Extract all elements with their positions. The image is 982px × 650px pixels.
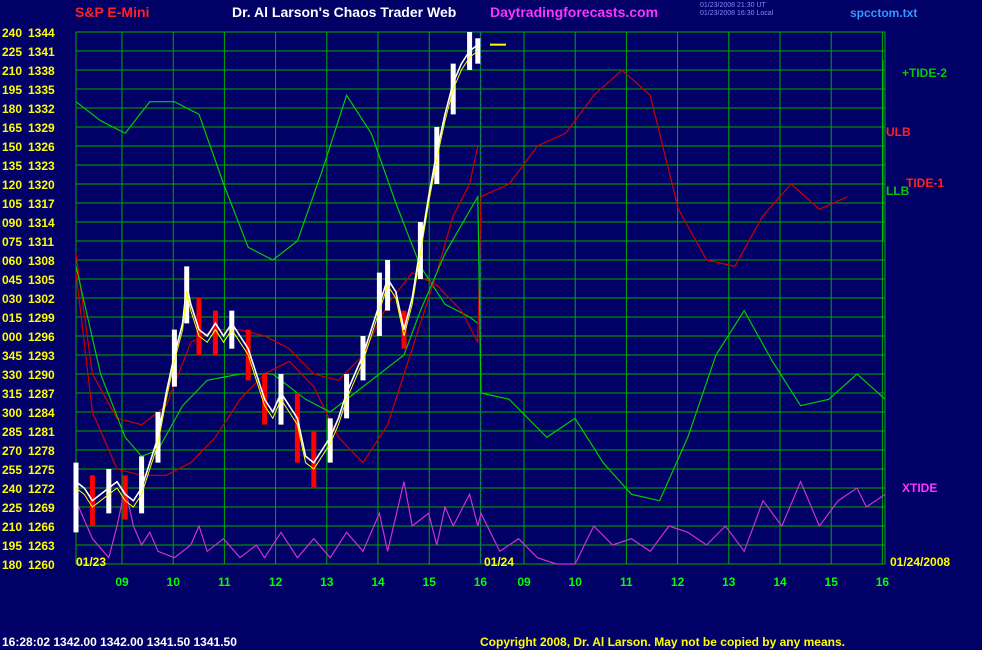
series-ulb-line <box>75 69 848 426</box>
y-price-label: 1299 <box>28 311 55 325</box>
y-left-label: 210 <box>2 520 22 534</box>
y-price-label: 1287 <box>28 387 55 401</box>
y-left-label: 180 <box>2 102 22 116</box>
y-price-label: 1335 <box>28 83 55 97</box>
y-price-label: 1320 <box>28 178 55 192</box>
series-tide1-line <box>75 145 479 476</box>
last-quote: 16:28:02 1342.00 1342.00 1341.50 1341.50 <box>2 635 237 649</box>
price-close-line <box>75 44 479 502</box>
hour-tick-label: 14 <box>371 575 385 589</box>
label-xtide: XTIDE <box>902 481 937 495</box>
y-left-label: 165 <box>2 121 22 135</box>
y-price-label: 1272 <box>28 482 55 496</box>
y-left-label: 195 <box>2 83 22 97</box>
hour-tick-label: 11 <box>620 575 633 589</box>
timestamp-ut: 01/23/2008 21:30 UT <box>700 2 766 9</box>
site-link[interactable]: Daytradingforecasts.com <box>490 4 659 20</box>
y-left-label: 345 <box>2 349 22 363</box>
y-price-label: 1266 <box>28 520 55 534</box>
y-left-label: 135 <box>2 159 22 173</box>
y-price-label: 1305 <box>28 273 55 287</box>
y-price-label: 1263 <box>28 539 55 553</box>
y-left-label: 075 <box>2 235 22 249</box>
chart-symbol: S&P E-Mini <box>75 4 150 20</box>
y-left-label: 195 <box>2 539 22 553</box>
y-left-label: 150 <box>2 140 22 154</box>
label-tide1: TIDE-1 <box>906 176 944 190</box>
y-price-label: 1293 <box>28 349 55 363</box>
copyright: Copyright 2008, Dr. Al Larson. May not b… <box>480 635 845 649</box>
y-price-label: 1296 <box>28 330 55 344</box>
y-left-label: 240 <box>2 482 22 496</box>
y-price-label: 1302 <box>28 292 55 306</box>
hour-tick-label: 09 <box>115 575 129 589</box>
hour-tick-label: 16 <box>876 575 890 589</box>
hour-tick-label: 12 <box>671 575 685 589</box>
y-left-label: 240 <box>2 26 22 40</box>
label-ulb: ULB <box>886 125 911 139</box>
y-left-label: 105 <box>2 197 22 211</box>
chart-title: Dr. Al Larson's Chaos Trader Web <box>232 4 457 20</box>
y-price-label: 1332 <box>28 102 55 116</box>
y-price-label: 1308 <box>28 254 55 268</box>
y-left-label: 270 <box>2 444 22 458</box>
date-label-end: 01/24/2008 <box>890 555 950 569</box>
y-left-label: 315 <box>2 387 22 401</box>
y-price-label: 1338 <box>28 64 55 78</box>
price-average-line <box>75 50 479 508</box>
y-price-label: 1311 <box>28 235 54 249</box>
y-left-label: 300 <box>2 406 22 420</box>
y-price-label: 1269 <box>28 501 55 515</box>
hour-tick-label: 09 <box>517 575 531 589</box>
y-price-label: 1344 <box>28 26 55 40</box>
y-price-label: 1326 <box>28 140 55 154</box>
y-left-label: 060 <box>2 254 22 268</box>
y-price-label: 1317 <box>28 197 55 211</box>
timestamp-local: 01/23/2008 16:30 Local <box>700 10 774 17</box>
y-left-label: 045 <box>2 273 22 287</box>
y-price-label: 1323 <box>28 159 55 173</box>
y-price-label: 1281 <box>28 425 55 439</box>
y-left-label: 255 <box>2 463 22 477</box>
y-left-label: 225 <box>2 45 22 59</box>
hour-tick-label: 15 <box>423 575 437 589</box>
hour-tick-label: 13 <box>722 575 736 589</box>
hour-tick-label: 13 <box>320 575 334 589</box>
y-left-label: 030 <box>2 292 22 306</box>
series-llb-line <box>75 93 479 324</box>
y-left-label: 285 <box>2 425 22 439</box>
hour-tick-label: 10 <box>569 575 583 589</box>
y-left-label: 120 <box>2 178 22 192</box>
y-left-label: 330 <box>2 368 22 382</box>
hour-tick-label: 14 <box>773 575 787 589</box>
y-price-label: 1341 <box>28 45 55 59</box>
y-price-label: 1314 <box>28 216 55 230</box>
y-price-label: 1278 <box>28 444 55 458</box>
y-price-label: 1275 <box>28 463 55 477</box>
y-price-label: 1260 <box>28 558 55 572</box>
hour-tick-label: 11 <box>218 575 231 589</box>
hour-tick-label: 10 <box>167 575 181 589</box>
series-xtide-line <box>75 480 886 565</box>
series-tide2-line <box>75 194 886 502</box>
label-tide2: +TIDE-2 <box>902 66 947 80</box>
date-label-start: 01/23 <box>76 555 106 569</box>
y-left-label: 225 <box>2 501 22 515</box>
y-price-label: 1329 <box>28 121 55 135</box>
y-left-label: 210 <box>2 64 22 78</box>
hour-tick-label: 15 <box>825 575 839 589</box>
y-left-label: 015 <box>2 311 22 325</box>
y-left-label: 090 <box>2 216 22 230</box>
date-label-mid: 01/24 <box>484 555 514 569</box>
data-file-name: spcctom.txt <box>850 6 918 20</box>
hour-tick-label: 16 <box>474 575 488 589</box>
label-llb: LLB <box>886 184 910 198</box>
y-left-label: 180 <box>2 558 22 572</box>
y-left-label: 000 <box>2 330 22 344</box>
y-price-label: 1284 <box>28 406 55 420</box>
y-price-label: 1290 <box>28 368 55 382</box>
hour-tick-label: 12 <box>269 575 283 589</box>
